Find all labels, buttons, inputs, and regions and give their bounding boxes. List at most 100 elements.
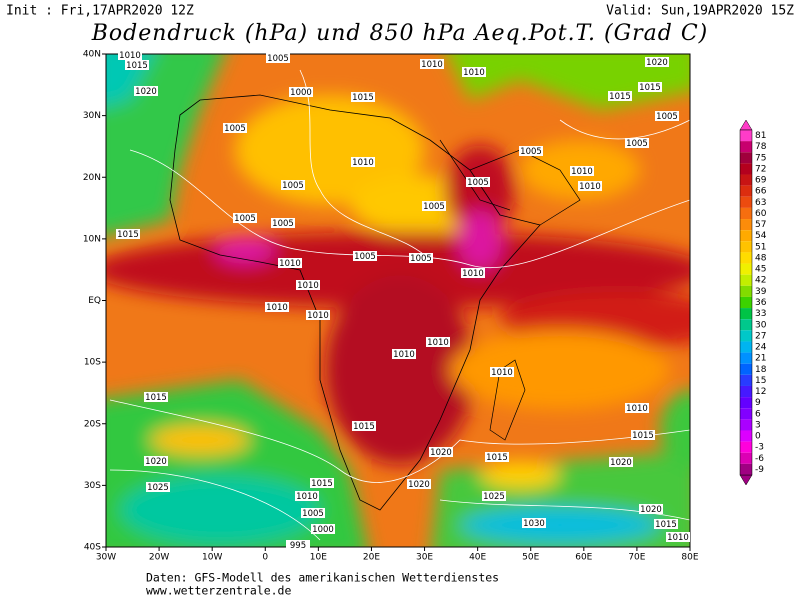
isobar-label-box — [278, 258, 302, 268]
colorbar-swatch — [740, 252, 752, 264]
isobar-label: 1030 — [523, 519, 545, 529]
colorbar-label: -6 — [755, 454, 764, 464]
isobar-label-box — [461, 268, 485, 278]
colorbar-label: 3 — [755, 420, 761, 430]
isobar-label: 1000 — [312, 525, 334, 535]
isobar-label: 1010 — [279, 259, 301, 269]
isobar-label: 1020 — [408, 480, 430, 490]
colorbar-label: 72 — [755, 164, 766, 174]
colorbar-swatch — [740, 174, 752, 186]
isobar-label-box — [654, 519, 678, 529]
colorbar-label: 12 — [755, 387, 766, 397]
isobar-label: 1015 — [117, 230, 139, 240]
colorbar-swatch — [740, 207, 752, 220]
isobar-label: 1015 — [486, 453, 508, 463]
isobar-label-box — [522, 518, 546, 528]
colorbar-label: 21 — [755, 354, 766, 364]
colorbar-label: 60 — [755, 209, 767, 219]
isobar-label-box — [578, 181, 602, 191]
map-field — [106, 54, 690, 547]
isobar-label-box — [666, 532, 690, 542]
isobar-label: 1015 — [632, 431, 654, 441]
isobar-label-box — [351, 157, 375, 167]
isobar-label-box — [422, 201, 446, 211]
colorbar-label: 36 — [755, 298, 767, 308]
isobar-label: 1005 — [354, 252, 376, 262]
isobar-label: 1010 — [266, 303, 288, 313]
isobar-label: 1005 — [626, 139, 648, 149]
isobar-label-box — [609, 457, 633, 467]
isobar-label: 1005 — [267, 54, 289, 64]
isobar-label: 1005 — [224, 124, 246, 134]
source-url: www.wetterzentrale.de — [146, 584, 291, 598]
colorbar-swatch — [740, 419, 752, 431]
colorbar-bottom — [739, 474, 753, 486]
isobar-label: 1010 — [667, 533, 689, 543]
lat-label: 20N — [83, 173, 101, 183]
isobar-label: 1010 — [427, 338, 449, 348]
colorbar-label: 51 — [755, 242, 766, 252]
colorbar-label: 24 — [755, 343, 767, 353]
isobar-label-box — [116, 229, 140, 239]
lon-label: 50E — [522, 553, 539, 563]
colorbar-swatch — [740, 319, 752, 331]
init-time: Init : Fri,17APR2020 12Z — [6, 4, 194, 19]
isobar-label: 1005 — [272, 219, 294, 229]
colorbar-swatch — [740, 385, 752, 398]
isobar-label-box — [351, 92, 375, 102]
isobar-label-box — [462, 67, 486, 77]
isobar-label-box — [608, 91, 632, 101]
colorbar-frame — [739, 129, 753, 476]
isobar-label: 1010 — [307, 311, 329, 321]
colorbar-swatch — [740, 408, 752, 420]
isobar-label: 1015 — [639, 83, 661, 93]
lon-label: 10W — [202, 553, 222, 563]
colorbar-swatch — [740, 296, 752, 309]
colorbar-label: 42 — [755, 276, 766, 286]
isobar-label: 1010 — [462, 269, 484, 279]
isobar-label: 1015 — [352, 93, 374, 103]
isobar-label-box — [265, 302, 289, 312]
colorbar-label: 69 — [755, 176, 767, 186]
isobar-label: 1010 — [421, 60, 443, 70]
isobar-label: 1015 — [311, 479, 333, 489]
isobar-label: 995 — [290, 541, 306, 551]
isobar-label-box — [639, 504, 663, 514]
isobar-label: 1010 — [579, 182, 601, 192]
source-note: Daten: GFS-Modell des amerikanischen Wet… — [146, 571, 499, 585]
isobar-label: 1010 — [119, 51, 141, 61]
isobar-label: 1010 — [352, 158, 374, 168]
isobar-label: 1020 — [135, 87, 157, 97]
isobar-label: 1010 — [393, 350, 415, 360]
lon-label: 30W — [96, 553, 116, 563]
isobar-label-box — [301, 508, 325, 518]
colorbar-swatch — [740, 141, 752, 153]
isobar-label-box — [118, 50, 142, 60]
colorbar-swatch — [740, 241, 752, 253]
isobar-label: 1010 — [463, 68, 485, 78]
colorbar-swatch — [740, 130, 752, 142]
isobar-label-box — [631, 430, 655, 440]
colorbar-label: -9 — [755, 465, 764, 475]
lon-label: 70E — [628, 553, 645, 563]
isobar-label-box — [286, 540, 310, 550]
isobar-label-box — [407, 479, 431, 489]
colorbar-swatch — [740, 374, 752, 386]
isobar-label: 1005 — [234, 214, 256, 224]
isobar-label: 1000 — [290, 88, 312, 98]
colorbar-label: 18 — [755, 365, 767, 375]
lat-label: 30S — [84, 481, 101, 491]
isobar-label-box — [353, 251, 377, 261]
colorbar-swatch — [740, 219, 752, 231]
lat-label: 20S — [84, 419, 101, 429]
colorbar-label: 30 — [755, 320, 767, 330]
colorbar-label: 78 — [755, 142, 767, 152]
isobar-label-box — [223, 123, 247, 133]
colorbar-label: 0 — [755, 432, 761, 442]
isobar-label-box — [485, 452, 509, 462]
isobar-label-box — [144, 392, 168, 402]
isobar-label: 1020 — [646, 58, 668, 68]
colorbar-swatch — [740, 185, 752, 197]
isobar-label: 1025 — [483, 492, 505, 502]
